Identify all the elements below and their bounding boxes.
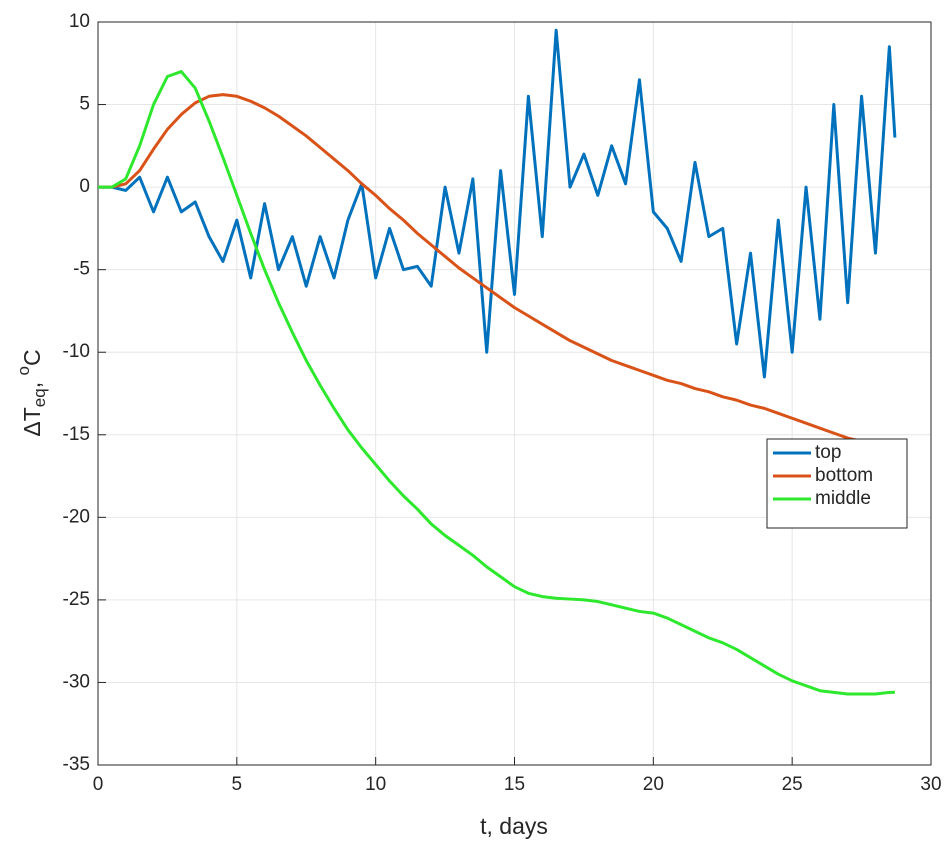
y-tick-label: -30	[63, 671, 90, 692]
y-tick-label: 0	[79, 176, 90, 197]
y-label-sup: o	[14, 366, 33, 375]
y-tick-label: -20	[63, 506, 90, 527]
x-tick-label: 5	[232, 774, 243, 795]
plot-frame	[97, 21, 932, 766]
y-tick-label: -5	[73, 259, 90, 280]
x-tick-label: 25	[782, 774, 803, 795]
y-axis-label: ΔTeq, oC	[14, 349, 49, 436]
x-tick-label: 10	[365, 774, 386, 795]
y-tick-label: 10	[69, 11, 90, 32]
legend-label: bottom	[815, 465, 873, 486]
x-tick-label: 15	[504, 774, 525, 795]
line-series	[98, 93, 896, 452]
y-label-sub: eq	[30, 388, 49, 407]
legend-label: top	[815, 442, 841, 463]
y-label-unit: C	[19, 349, 45, 366]
x-tick-label: 0	[93, 774, 104, 795]
y-label-main: ΔT	[19, 407, 45, 436]
line-series	[98, 28, 897, 379]
y-tick-label: -25	[63, 589, 90, 610]
line-series	[98, 70, 895, 696]
x-axis-label: t, days	[480, 813, 548, 839]
x-tick-label: 20	[643, 774, 664, 795]
y-tick-label: -10	[63, 341, 90, 362]
y-tick-label: 5	[79, 94, 90, 115]
y-tick-label: -15	[63, 424, 90, 445]
y-label-sep: ,	[19, 375, 45, 388]
y-tick-label: -35	[63, 754, 90, 775]
x-tick-label: 30	[920, 774, 941, 795]
legend-label: middle	[815, 488, 871, 509]
